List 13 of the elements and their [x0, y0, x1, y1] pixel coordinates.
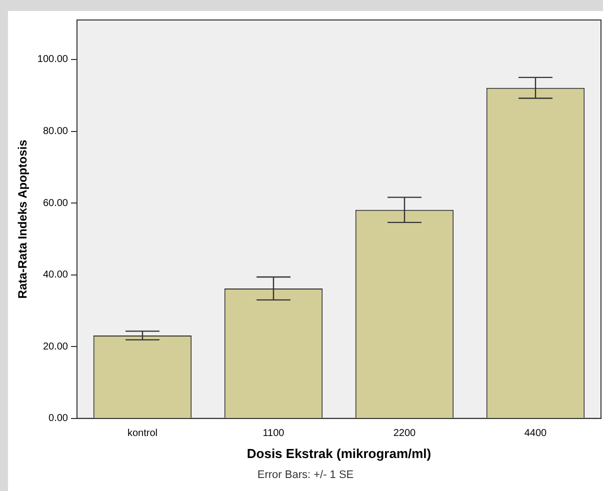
y-tick-label: 20.00: [42, 341, 68, 352]
y-tick-label: 80.00: [42, 126, 68, 138]
x-tick-label: 1100: [262, 428, 285, 440]
x-tick-label: 2200: [393, 428, 416, 440]
x-tick-label: 4400: [524, 428, 548, 440]
x-tick-label: kontrol: [127, 428, 158, 440]
y-tick-label: 40.00: [42, 270, 68, 281]
text: Error Bars: +/- 1 SE: [256, 469, 355, 481]
y-tick-label: 60.00: [42, 198, 68, 209]
y-tick-label: 100.00: [37, 54, 68, 66]
y-tick-label: 0.00: [48, 413, 68, 424]
x-axis-title: Dosis Ekstrak (mikrogram/ml): [246, 446, 432, 461]
y-axis-title: Rata-Rata Indeks Apoptosis: [16, 139, 30, 299]
